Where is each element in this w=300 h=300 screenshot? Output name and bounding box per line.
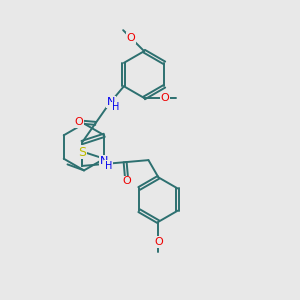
Text: H: H	[112, 102, 119, 112]
Text: N: N	[107, 97, 115, 107]
Text: O: O	[122, 176, 131, 186]
Text: N: N	[100, 156, 108, 166]
Text: O: O	[160, 93, 169, 103]
Text: S: S	[79, 146, 87, 159]
Text: H: H	[105, 161, 112, 171]
Text: O: O	[126, 33, 135, 43]
Text: O: O	[154, 237, 163, 247]
Text: O: O	[74, 117, 83, 127]
